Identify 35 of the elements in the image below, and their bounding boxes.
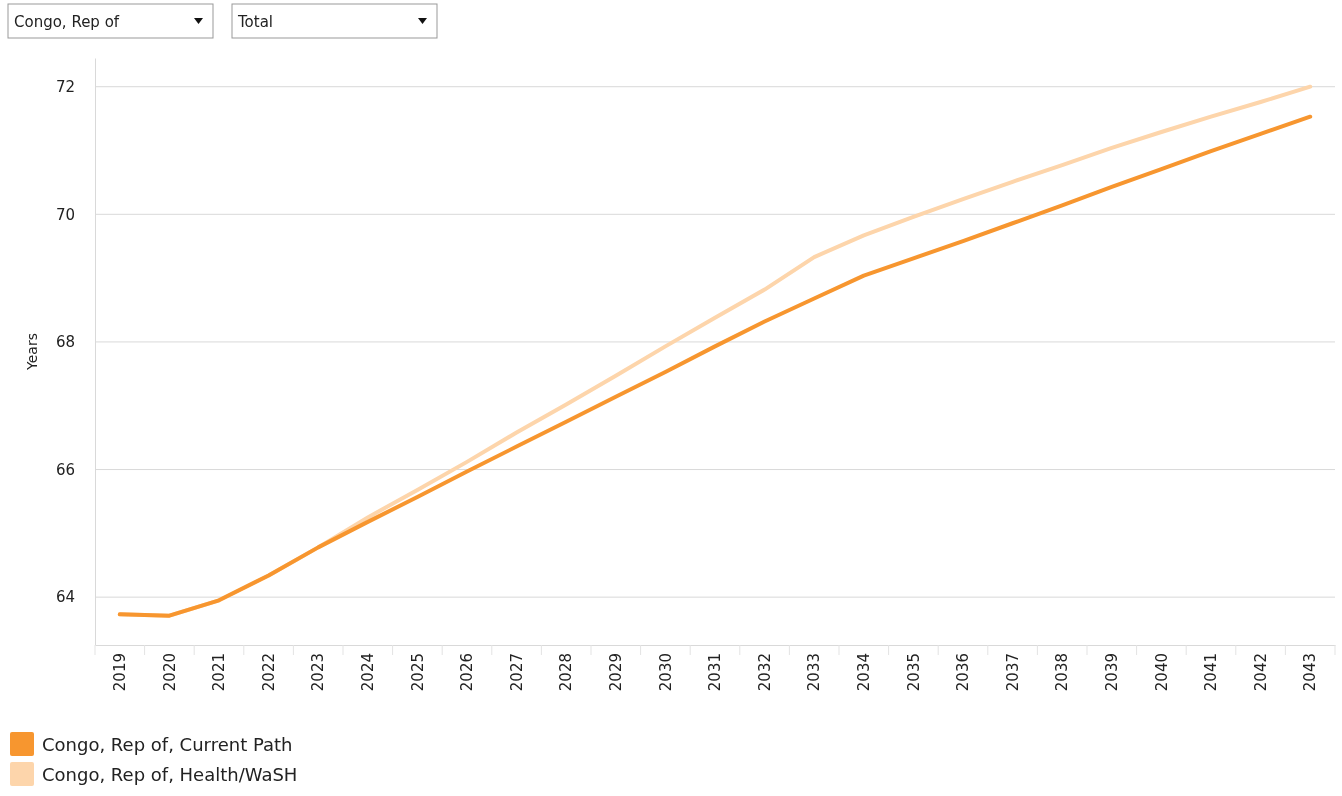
x-tick-label: 2031 [706,653,725,692]
x-tick-label: 2042 [1251,653,1270,692]
x-tick-label: 2039 [1103,653,1122,692]
y-tick-label: 68 [55,333,75,352]
x-tick-label: 2030 [656,653,675,692]
x-tick-label: 2029 [607,653,626,692]
x-tick-label: 2023 [309,653,328,692]
y-tick-label: 66 [55,460,75,479]
x-tick-label: 2020 [160,653,179,692]
legend-label: Congo, Rep of, Current Path [42,734,293,755]
x-tick-label: 2027 [507,653,526,692]
x-tick-label: 2025 [408,653,427,692]
x-tick-label: 2037 [1003,653,1022,692]
x-tick-label: 2043 [1301,653,1320,692]
legend-label: Congo, Rep of, Health/WaSH [42,764,298,785]
x-tick-label: 2022 [259,653,278,692]
x-tick-label: 2026 [458,653,477,692]
x-tick-label: 2040 [1152,653,1171,692]
x-tick-label: 2038 [1053,653,1072,692]
x-tick-label: 2021 [210,653,229,692]
x-tick-label: 2024 [359,653,378,692]
x-tick-label: 2019 [111,653,130,692]
x-tick-label: 2028 [557,653,576,692]
x-tick-label: 2034 [855,653,874,692]
x-tick-label: 2041 [1202,653,1221,692]
y-tick-label: 72 [55,78,75,97]
y-axis-title: Years [24,333,40,371]
dropdown: Congo, Rep of [7,3,214,39]
dropdown: Total [231,3,438,39]
x-tick-label: 2036 [954,653,973,692]
x-tick-label: 2035 [904,653,923,692]
x-tick-label: 2032 [755,653,774,692]
x-tick-label: 2033 [805,653,824,692]
y-tick-label: 70 [55,205,75,224]
y-tick-label: 64 [55,588,75,607]
